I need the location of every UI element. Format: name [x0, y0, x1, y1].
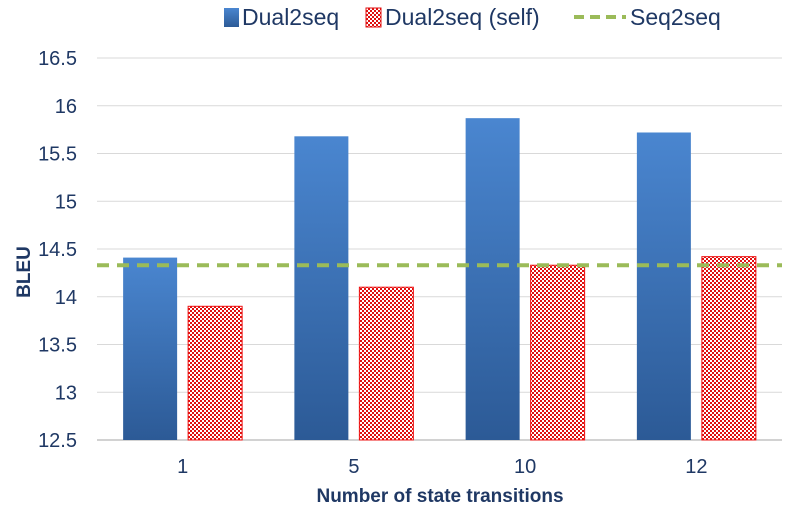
bar-dual2seq-self-5: [358, 286, 414, 441]
x-tick-label: 10: [514, 456, 536, 478]
x-axis-title: Number of state transitions: [316, 486, 563, 507]
legend: Dual2seq Dual2seq (self) Seq2seq: [224, 4, 721, 30]
legend-label-dual2seq-self: Dual2seq (self): [385, 4, 540, 30]
y-tick-label: 12.5: [38, 430, 77, 452]
bar-dual2seq-10: [465, 118, 520, 440]
y-tick-label: 14: [55, 287, 77, 309]
y-axis-ticks: 12.5 13 13.5 14 14.5 15 15.5 16 16.5: [38, 48, 77, 452]
y-tick-label: 16.5: [38, 48, 77, 70]
legend-label-seq2seq: Seq2seq: [630, 4, 721, 30]
y-tick-label: 14.5: [38, 239, 77, 261]
x-tick-label: 5: [348, 456, 359, 478]
bar-dual2seq-self-10: [530, 264, 586, 441]
bar-dual2seq-self-1: [187, 305, 243, 441]
x-tick-label: 12: [685, 456, 707, 478]
bars: [123, 118, 757, 441]
y-tick-label: 13.5: [38, 335, 77, 357]
legend-label-dual2seq: Dual2seq: [242, 4, 339, 30]
x-axis-ticks: 1 5 10 12: [177, 456, 707, 478]
legend-swatch-dual2seq: [224, 8, 239, 27]
bar-dual2seq-self-12: [701, 256, 757, 441]
y-axis-title: BLEU: [14, 246, 35, 298]
bar-dual2seq-12: [636, 132, 691, 441]
x-tick-label: 1: [177, 456, 188, 478]
y-tick-label: 13: [55, 382, 77, 404]
y-tick-label: 15: [55, 191, 77, 213]
bar-dual2seq-1: [123, 257, 178, 440]
legend-swatch-dual2seq-self: [365, 7, 382, 28]
bar-dual2seq-5: [294, 136, 349, 440]
y-tick-label: 15.5: [38, 144, 77, 166]
y-tick-label: 16: [55, 96, 77, 118]
